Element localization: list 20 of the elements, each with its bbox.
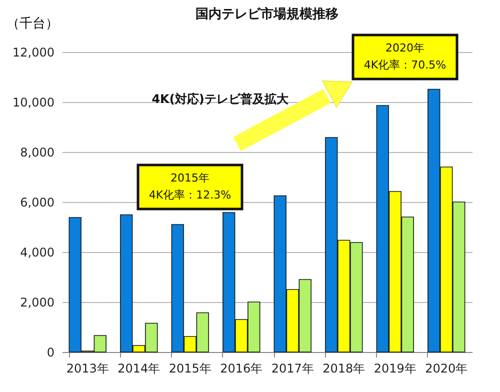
y-tick-label: 6,000 <box>20 196 54 210</box>
x-tick-label: 2018年 <box>322 362 366 376</box>
annotation: 4K(対応)テレビ普及拡大 <box>152 92 290 106</box>
x-tick-label: 2020年 <box>425 362 468 376</box>
y-tick-label: 2,000 <box>20 296 54 310</box>
x-tick-label: 2015年 <box>168 362 212 376</box>
x-tick-label: 2014年 <box>118 362 160 376</box>
chart-title: 国内テレビ市場規模推移 <box>196 6 338 22</box>
annotation: 2020年 4K化率：70.5% <box>364 42 446 72</box>
x-tick-label: 2016年 <box>220 362 263 376</box>
y-tick-label: 0 <box>46 346 54 360</box>
y-axis-title: （千台） <box>6 16 58 32</box>
y-tick-label: 4,000 <box>20 246 54 260</box>
y-tick-label: 12,000 <box>12 46 54 60</box>
annotation: 2015年 4K化率：12.3% <box>148 172 232 202</box>
x-tick-label: 2019年 <box>374 362 416 376</box>
x-tick-label: 2013年 <box>66 362 109 376</box>
y-tick-label: 10,000 <box>12 96 54 110</box>
x-tick-label: 2017年 <box>271 362 314 376</box>
y-tick-label: 8,000 <box>20 146 54 160</box>
